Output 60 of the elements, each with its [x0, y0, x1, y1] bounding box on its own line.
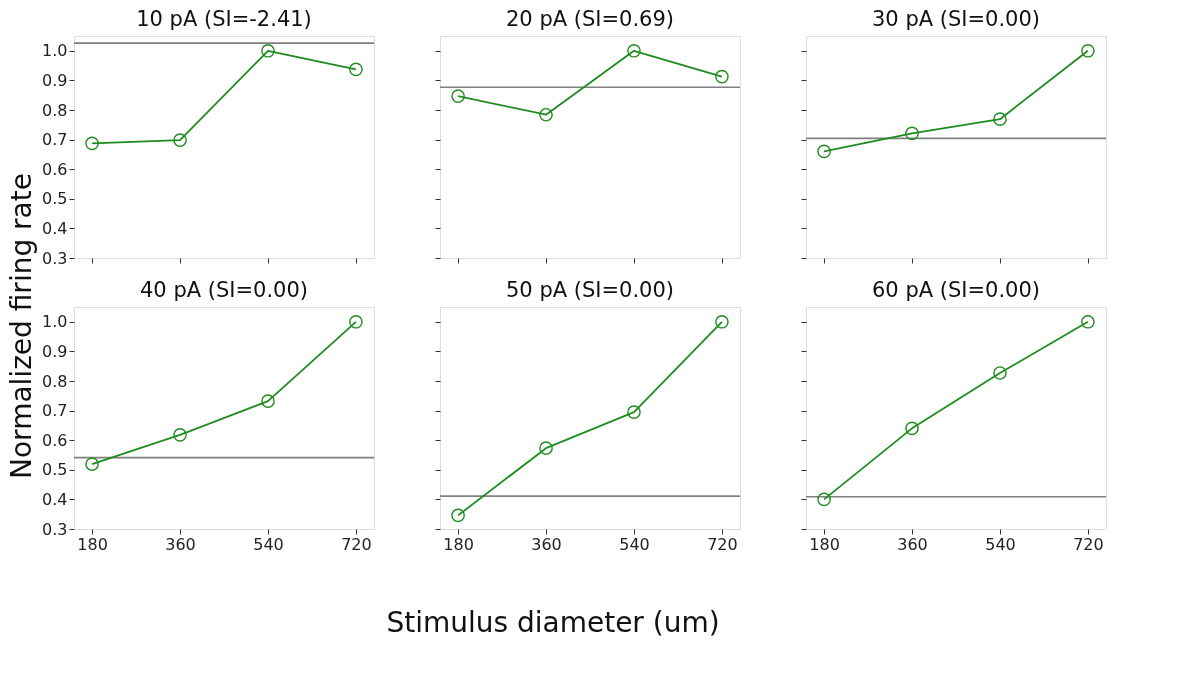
point: [627, 43, 641, 58]
x-axis-title: Stimulus diameter (um): [386, 606, 720, 639]
point: [627, 405, 641, 419]
y-tick-label: 0.4: [42, 489, 68, 509]
x-tick-label: 540: [253, 534, 284, 554]
point: [539, 441, 553, 455]
y-tick-label: 0.4: [42, 218, 68, 238]
point: [993, 112, 1007, 126]
point: [349, 62, 363, 77]
chart-title: 40 pA (SI=0.00): [139, 278, 309, 302]
chart-title: 30 pA (SI=0.00): [871, 7, 1041, 31]
y-tick-label: 0.5: [42, 460, 68, 480]
y-tick-label: 0.9: [42, 341, 68, 361]
point: [993, 366, 1007, 380]
chart-title: 50 pA (SI=0.00): [505, 278, 675, 302]
x-tick-label: 360: [165, 534, 196, 554]
x-tick-label: 360: [531, 534, 562, 554]
point: [349, 314, 363, 329]
y-tick-label: 0.8: [42, 371, 68, 391]
y-tick-label: 0.6: [42, 159, 68, 179]
y-tick-label: 0.7: [42, 401, 68, 421]
point: [85, 136, 99, 151]
point: [261, 43, 275, 58]
x-tick-label: 720: [341, 534, 372, 554]
chart-title: 20 pA (SI=0.69): [505, 7, 675, 31]
point: [451, 89, 465, 103]
y-tick-label: 0.7: [42, 130, 68, 150]
x-tick-label: 540: [985, 534, 1016, 554]
chart-title: 10 pA (SI=-2.41): [136, 7, 312, 31]
point: [817, 144, 831, 159]
y-tick-label: 0.3: [42, 248, 68, 268]
point: [261, 394, 275, 408]
y-tick-label: 1.0: [42, 41, 68, 61]
y-tick-label: 0.5: [42, 189, 68, 209]
x-tick-label: 180: [443, 534, 474, 554]
point: [173, 133, 187, 147]
y-axis-title: Normalized firing rate: [5, 173, 38, 479]
x-tick-label: 720: [1073, 534, 1104, 554]
y-tick-label: 1.0: [42, 312, 68, 332]
y-tick-label: 0.8: [42, 100, 68, 120]
point: [173, 428, 187, 442]
y-tick-label: 0.3: [42, 519, 68, 539]
point: [85, 457, 99, 471]
point: [715, 69, 729, 84]
point: [905, 421, 919, 436]
point: [817, 492, 831, 507]
x-tick-label: 180: [809, 534, 840, 554]
point: [539, 107, 553, 122]
x-tick-label: 540: [619, 534, 650, 554]
point: [715, 314, 729, 329]
point: [1081, 314, 1095, 329]
x-tick-label: 360: [897, 534, 928, 554]
point: [451, 508, 465, 523]
x-tick-label: 720: [707, 534, 738, 554]
point: [905, 126, 919, 141]
chart-title: 60 pA (SI=0.00): [871, 278, 1041, 302]
x-tick-label: 180: [77, 534, 108, 554]
y-tick-label: 0.9: [42, 70, 68, 90]
point: [1081, 43, 1095, 58]
y-tick-label: 0.6: [42, 430, 68, 450]
